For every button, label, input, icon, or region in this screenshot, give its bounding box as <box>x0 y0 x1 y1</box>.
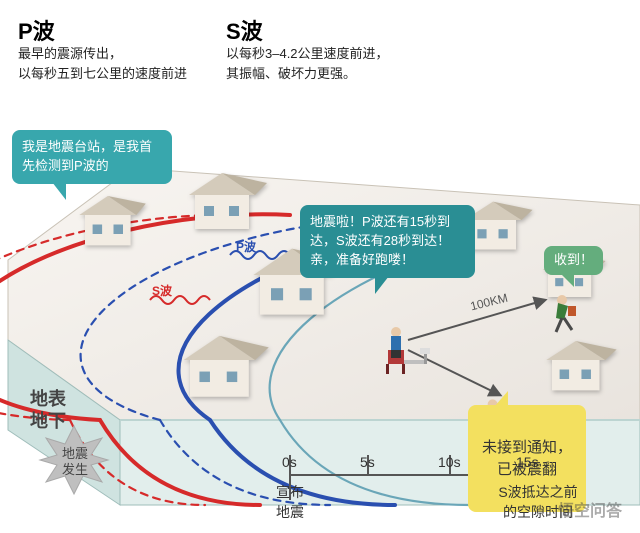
alert-bubble: 地震啦！P波还有15秒到达，S波还有28秒到达！亲，准备好跑喽！ <box>300 205 475 278</box>
surface-label-1: 地表 <box>30 388 66 411</box>
station-bubble-text: 我是地震台站，是我首先检测到P波的 <box>22 139 152 173</box>
s-wave-surface-label: S波 <box>152 282 172 299</box>
stage: P波 最早的震源传出， 以每秒五到七公里的速度前进 S波 以每秒3–4.2公里速… <box>0 0 640 533</box>
p-wave-surface-label: P波 <box>236 238 256 255</box>
tick-0: 0s <box>282 454 297 470</box>
received-bubble: 收到！ <box>544 246 603 275</box>
surface-label-2: 地下 <box>30 410 66 433</box>
tick-3: 15s <box>516 454 539 470</box>
received-bubble-text: 收到！ <box>554 252 593 267</box>
quake-star-label: 地震 发生 <box>56 446 94 477</box>
tick-1: 5s <box>360 454 375 470</box>
tick-2: 10s <box>438 454 461 470</box>
alert-bubble-text: 地震啦！P波还有15秒到达，S波还有28秒到达！亲，准备好跑喽！ <box>310 214 450 267</box>
station-bubble: 我是地震台站，是我首先检测到P波的 <box>12 130 172 184</box>
watermark: 悟空问答 <box>558 497 622 521</box>
timeline-left-label: 宣布 地震 <box>276 482 304 522</box>
